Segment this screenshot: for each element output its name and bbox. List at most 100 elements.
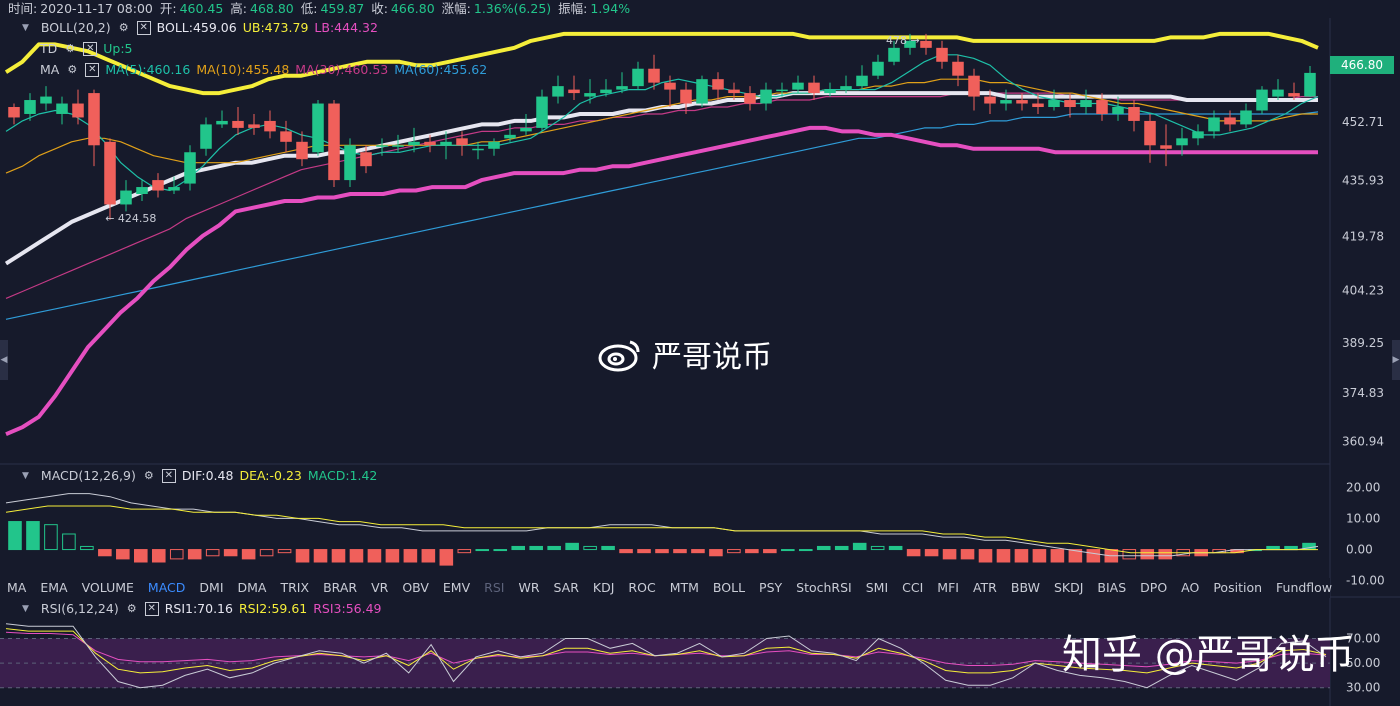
weibo-logo-icon xyxy=(598,340,640,372)
y-tick-label: 419.78 xyxy=(1342,230,1384,244)
tab-roc[interactable]: ROC xyxy=(628,580,656,595)
watermark-center-text: 严哥说币 xyxy=(652,340,772,375)
candle-body xyxy=(424,141,436,146)
tab-cci[interactable]: CCI xyxy=(902,580,924,595)
tab-mfi[interactable]: MFI xyxy=(937,580,959,595)
macd-legend: ▼ MACD(12,26,9) ⚙ ✕ DIF:0.48 DEA:-0.23 M… xyxy=(22,466,377,486)
ma30-line xyxy=(5,92,1318,299)
gear-icon[interactable]: ⚙ xyxy=(67,63,78,76)
close-icon[interactable]: ✕ xyxy=(161,469,176,483)
close-label: 收: xyxy=(371,1,388,16)
macd-bar xyxy=(205,549,220,557)
tab-position[interactable]: Position xyxy=(1213,580,1263,595)
tab-dpo[interactable]: DPO xyxy=(1140,580,1168,595)
collapse-caret-icon[interactable]: ▼ xyxy=(22,471,29,481)
open-label: 开: xyxy=(159,1,177,16)
scroll-right-handle[interactable]: ▶ xyxy=(1392,340,1400,380)
tab-smi[interactable]: SMI xyxy=(865,580,889,595)
ma60-value: MA(60):455.62 xyxy=(394,62,488,77)
gear-icon[interactable]: ⚙ xyxy=(143,469,154,482)
gear-icon[interactable]: ⚙ xyxy=(118,21,129,34)
low-annotation: ← 424.58 xyxy=(105,212,156,225)
candle-body xyxy=(344,145,356,181)
tab-wr[interactable]: WR xyxy=(518,580,540,595)
macd-bar xyxy=(745,549,759,554)
close-icon[interactable]: ✕ xyxy=(144,602,159,616)
tab-ao[interactable]: AO xyxy=(1181,580,1200,595)
tab-vr[interactable]: VR xyxy=(371,580,389,595)
macd-bar xyxy=(691,549,705,554)
tab-ema[interactable]: EMA xyxy=(40,580,68,595)
close-icon[interactable]: ✕ xyxy=(136,21,151,35)
candle-body xyxy=(776,89,788,92)
tab-obv[interactable]: OBV xyxy=(402,580,429,595)
amp-value: 1.94% xyxy=(590,1,631,16)
ma30-value: MA(30):460.53 xyxy=(295,62,389,77)
candle-body xyxy=(24,100,36,114)
tab-mtm[interactable]: MTM xyxy=(669,580,699,595)
y-tick-label: 452.71 xyxy=(1342,115,1384,129)
macd-name: MACD(12,26,9) xyxy=(40,468,136,483)
tab-kdj[interactable]: KDJ xyxy=(592,580,615,595)
macd-dif-line xyxy=(5,493,1319,557)
macd-bar xyxy=(1068,549,1083,563)
macd-bar xyxy=(763,549,777,554)
candle-body xyxy=(712,79,724,90)
macd-dif: DIF:0.48 xyxy=(181,468,234,483)
tab-sar[interactable]: SAR xyxy=(553,580,579,595)
candle-body xyxy=(680,89,692,104)
macd-bar xyxy=(888,545,903,551)
tab-volume[interactable]: VOLUME xyxy=(81,580,134,595)
candle-body xyxy=(1176,138,1188,146)
macd-bar xyxy=(385,549,400,563)
tab-atr[interactable]: ATR xyxy=(972,580,997,595)
ma5-value: MA(5):460.16 xyxy=(105,62,191,77)
candle-body xyxy=(1016,100,1028,104)
macd-bar xyxy=(223,549,238,557)
rsi2-value: RSI2:59.61 xyxy=(238,601,308,616)
macd-bar xyxy=(295,549,310,563)
tab-emv[interactable]: EMV xyxy=(442,580,471,595)
gear-icon[interactable]: ⚙ xyxy=(65,42,76,55)
collapse-caret-icon[interactable]: ▼ xyxy=(22,23,29,33)
candle-body xyxy=(360,152,372,167)
tab-ma[interactable]: MA xyxy=(7,580,27,595)
boll-mid: BOLL:459.06 xyxy=(156,20,237,35)
tab-rsi[interactable]: RSI xyxy=(484,580,505,595)
candle-body xyxy=(1192,131,1204,139)
macd-bar xyxy=(349,549,364,563)
y-tick-label: 435.93 xyxy=(1342,173,1384,187)
tab-skdj[interactable]: SKDJ xyxy=(1053,580,1084,595)
close-icon[interactable]: ✕ xyxy=(83,42,98,56)
macd-y-tick-label: 10.00 xyxy=(1346,511,1380,525)
candle-body xyxy=(968,75,980,97)
candle-body xyxy=(120,190,132,205)
gear-icon[interactable]: ⚙ xyxy=(126,602,137,615)
rsi2-line xyxy=(5,628,1327,674)
tab-boll[interactable]: BOLL xyxy=(712,580,746,595)
scroll-left-handle[interactable]: ◀ xyxy=(0,340,8,380)
rsi-y-tick-label: 50.00 xyxy=(1346,656,1380,670)
candle-body xyxy=(1080,100,1092,108)
candle-body xyxy=(632,68,644,87)
tab-fundflow[interactable]: Fundflow xyxy=(1276,580,1333,595)
candle-body xyxy=(8,107,20,118)
change-label: 涨幅: xyxy=(441,1,471,16)
collapse-caret-icon[interactable]: ▼ xyxy=(22,604,29,614)
tab-psy[interactable]: PSY xyxy=(759,580,783,595)
tab-brar[interactable]: BRAR xyxy=(323,580,358,595)
tab-bbw[interactable]: BBW xyxy=(1010,580,1040,595)
candle-body xyxy=(936,47,948,62)
tab-stochrsi[interactable]: StochRSI xyxy=(796,580,852,595)
candle-body xyxy=(72,103,84,118)
macd-value: MACD:1.42 xyxy=(307,468,378,483)
macd-y-tick-label: -10.00 xyxy=(1346,574,1385,588)
tab-macd[interactable]: MACD xyxy=(147,580,186,595)
candle-body xyxy=(1112,107,1124,114)
tab-trix[interactable]: TRIX xyxy=(280,580,310,595)
close-icon[interactable]: ✕ xyxy=(85,63,100,77)
tab-dmi[interactable]: DMI xyxy=(199,580,224,595)
tab-bias[interactable]: BIAS xyxy=(1097,580,1127,595)
candle-body xyxy=(408,141,420,146)
tab-dma[interactable]: DMA xyxy=(237,580,267,595)
